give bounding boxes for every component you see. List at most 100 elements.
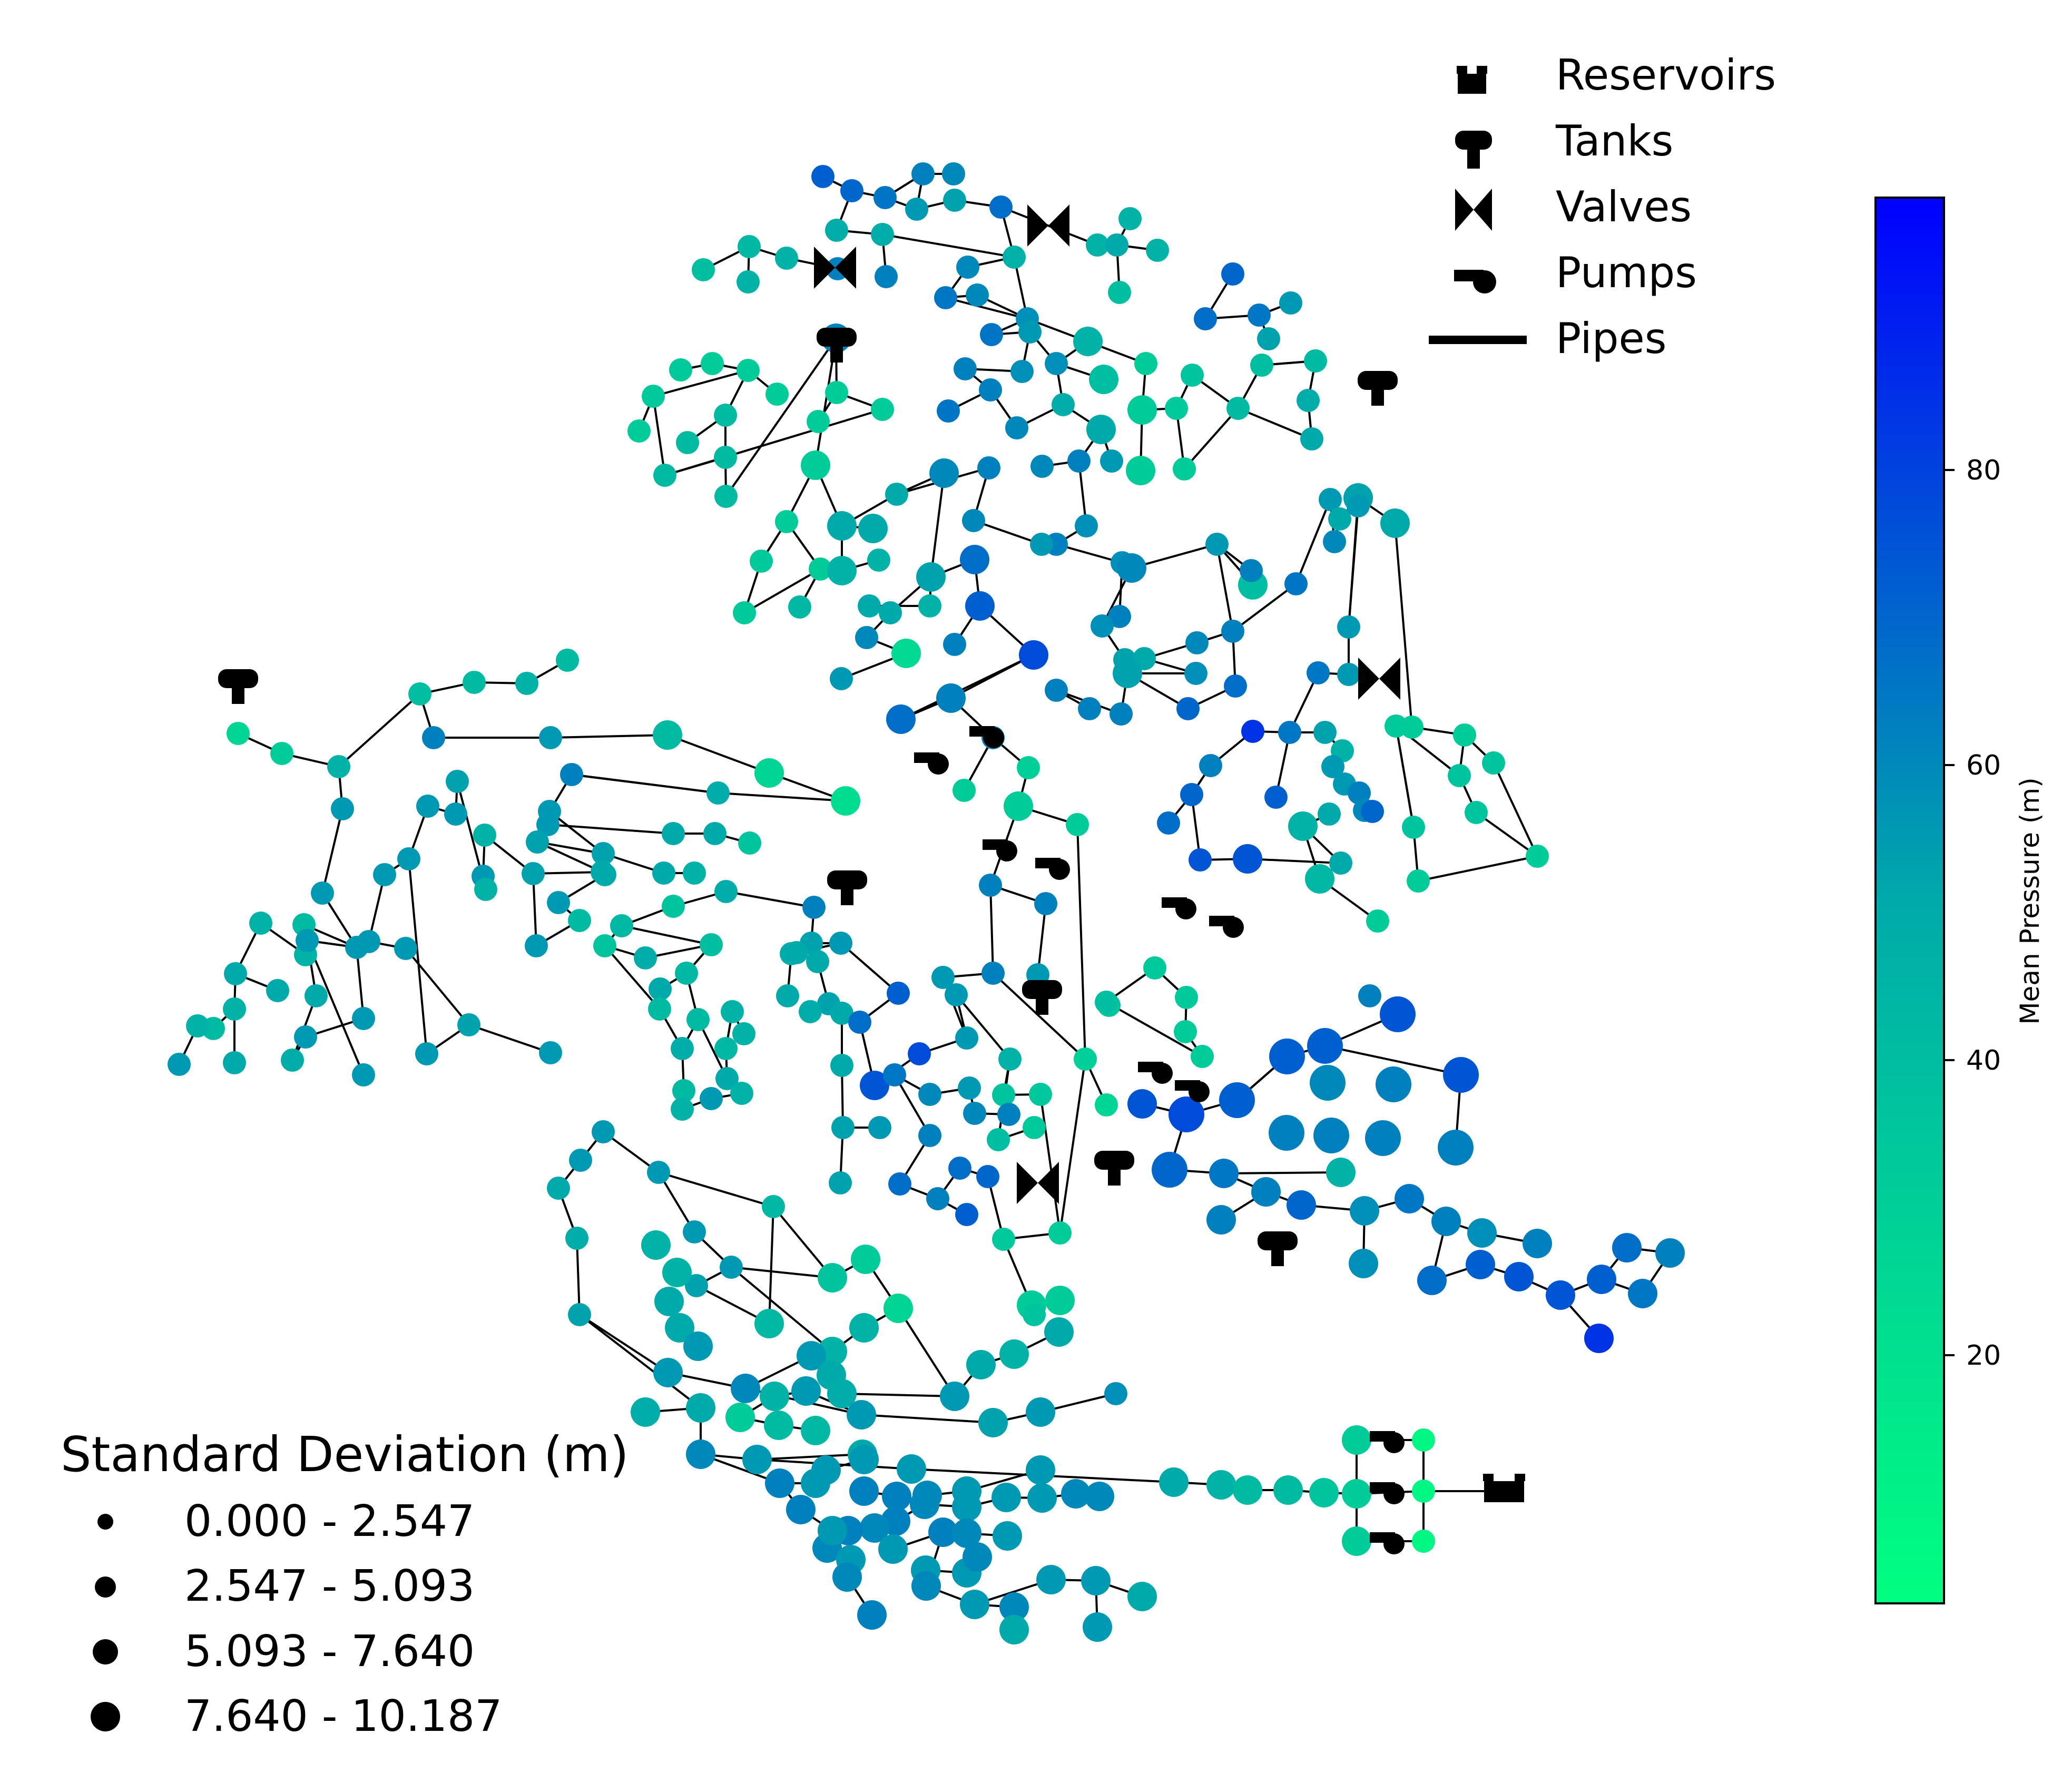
junction-node [1448, 764, 1471, 787]
junction-node [991, 1483, 1021, 1512]
pipe-segment [652, 396, 666, 476]
junction-node [878, 1534, 908, 1564]
pump-icon [1162, 897, 1196, 919]
pipe-segment [725, 337, 837, 497]
junction-node [829, 932, 852, 955]
junction-node [1417, 1266, 1447, 1295]
junction-node [1233, 1475, 1262, 1505]
junction-node [799, 1000, 822, 1023]
junction-node [830, 667, 853, 690]
junction-node [686, 1008, 710, 1031]
junction-node [1181, 364, 1204, 387]
junction-node [592, 1120, 615, 1143]
junction-node [1329, 851, 1352, 875]
junction-node [373, 863, 396, 886]
junction-node [825, 381, 848, 404]
pipe-segment [1395, 726, 1415, 828]
junction-node [827, 1379, 857, 1408]
junction-node [641, 1230, 671, 1260]
junction-node [1083, 1612, 1112, 1642]
junction-node [858, 594, 881, 618]
junction-node [1349, 1249, 1378, 1278]
junction-node [1307, 661, 1330, 684]
pipe-segment [930, 473, 945, 577]
legend-label-pipes: Pipes [1556, 314, 1666, 363]
pipe-segment [571, 773, 719, 794]
junction-node [953, 779, 976, 802]
junction-node [294, 1025, 317, 1049]
junction-node [998, 1047, 1022, 1071]
pipe-segment [578, 1314, 702, 1409]
junction-node [1337, 615, 1360, 639]
junction-node [882, 1482, 911, 1511]
junction-node [1091, 614, 1114, 638]
junction-node [1365, 1120, 1401, 1156]
junction-node [1095, 1093, 1118, 1117]
junction-node [775, 247, 798, 270]
tank-icon [817, 328, 857, 363]
junction-node [830, 1002, 853, 1025]
junction-node [1146, 239, 1169, 262]
junction-node [701, 352, 724, 375]
pipe-segment [667, 734, 770, 774]
junction-node [1400, 716, 1423, 739]
junction-node [801, 1468, 830, 1498]
junction-node [556, 649, 579, 672]
junction-node [1018, 320, 1042, 344]
junction-node [730, 1082, 753, 1105]
legend-label-pumps: Pumps [1556, 248, 1697, 297]
junction-node [1310, 1065, 1346, 1101]
junction-node [416, 795, 439, 818]
junction-node [457, 1013, 480, 1036]
junction-node [1030, 533, 1053, 556]
tank-icon [1258, 1231, 1298, 1266]
colorbar-label: Mean Pressure (m) [2015, 777, 2045, 1024]
junction-node [801, 1416, 830, 1445]
junction-node [999, 1339, 1029, 1369]
junction-node [1118, 207, 1142, 230]
junction-node [910, 1490, 939, 1519]
junction-node [738, 235, 761, 258]
junction-node [827, 556, 857, 585]
junction-node [1307, 1028, 1343, 1064]
junction-node [905, 198, 928, 221]
junction-node [992, 1083, 1015, 1106]
pipe-segment [772, 1206, 833, 1279]
junction-node [879, 601, 902, 624]
junction-node [954, 357, 977, 380]
junction-node [937, 399, 960, 423]
junction-node [1126, 456, 1155, 485]
junction-node [918, 594, 941, 618]
junction-node [714, 404, 737, 427]
pipe-segment [894, 1074, 931, 1137]
pipe-segment [1475, 811, 1538, 857]
junction-node [1061, 1479, 1091, 1509]
pipe-segment [1348, 505, 1359, 628]
junction-node [934, 286, 957, 309]
junction-node [1224, 674, 1247, 698]
junction-node [1086, 415, 1116, 444]
junction-node [1269, 1039, 1305, 1074]
pipe-segment [725, 890, 814, 908]
junction-node [916, 562, 946, 592]
tank-icon [1094, 1151, 1134, 1186]
junction-node [1110, 702, 1133, 726]
pipe-segment [658, 1171, 774, 1208]
junction-node [742, 1445, 772, 1474]
junction-node [1117, 553, 1146, 583]
junction-node [266, 979, 289, 1002]
junction-node [788, 595, 811, 619]
junction-node [305, 984, 328, 1007]
junction-node [1023, 1116, 1046, 1139]
junction-node [593, 863, 616, 886]
junction-node [686, 1393, 715, 1423]
junction-node [979, 874, 1002, 897]
junction-node [1085, 1482, 1114, 1511]
pipe-segment [664, 408, 883, 476]
junction-node [1074, 1047, 1097, 1071]
junction-node [223, 1051, 246, 1074]
junction-node [765, 383, 789, 406]
junction-node [560, 763, 583, 786]
junction-node [997, 1103, 1020, 1126]
junction-node [765, 1468, 794, 1498]
